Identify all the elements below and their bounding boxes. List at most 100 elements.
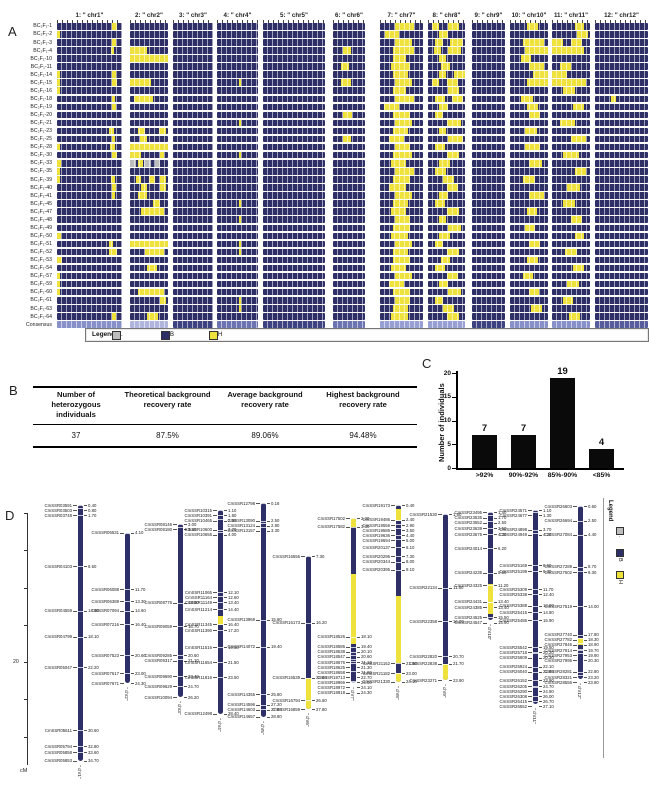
marker-stripes [263, 288, 325, 296]
chromosome-column-header: 3: " chr3" [179, 12, 207, 19]
chromosome-marker-tick [577, 648, 583, 650]
marker-stripes [510, 232, 548, 240]
panel-a-genotypes: 1: " chr1" 2: " chr2" 3: " chr3" 4: " chr4"… [0, 0, 649, 345]
marker-position-label: 23.90 [453, 677, 464, 683]
chromosome-marker-tick [442, 513, 448, 515]
genotype-block [57, 160, 122, 167]
marker-stripes [380, 168, 423, 175]
chromosome-het-segment [395, 508, 401, 522]
genotype-row-label: BC₂F₁-20 [30, 112, 52, 119]
marker-position-label: 8.00 [406, 559, 415, 565]
genotype-block [263, 297, 325, 304]
table-header-cell: Number of heterozygous individuals [51, 390, 101, 419]
marker-stripes [57, 135, 122, 143]
genotype-row-label: BC₂F₁-59 [30, 281, 52, 288]
marker-name-label: CmSSR05858 [44, 749, 72, 755]
marker-tick-strip [57, 19, 122, 23]
bar-value-label: 19 [557, 365, 568, 377]
marker-connector [528, 534, 532, 536]
genotype-block [173, 321, 213, 328]
marker-connector [573, 639, 577, 641]
marker-connector [583, 671, 587, 673]
genotype-block [217, 305, 258, 312]
marker-stripes [595, 240, 648, 248]
marker-name-label: CmSSR11149 [185, 599, 212, 605]
table-header-cell: Highest background recovery rate [326, 390, 400, 409]
chromosome-bar [350, 518, 356, 684]
marker-name-label: CmSSR06088 [91, 586, 119, 592]
marker-stripes [173, 192, 213, 199]
table-header-cell: Average background recovery rate [227, 390, 303, 409]
chromosome-marker-tick [350, 651, 356, 653]
marker-stripes [263, 63, 325, 70]
marker-stripes [380, 200, 423, 207]
marker-connector [356, 687, 360, 689]
genotype-row-label: BC₂F₁-11 [30, 63, 52, 70]
marker-stripes [263, 39, 325, 46]
marker-stripes [472, 176, 505, 183]
marker-position-label: 1.80 [228, 513, 237, 518]
marker-stripes [57, 208, 122, 215]
marker-connector [528, 565, 532, 567]
marker-position-label: 20.60 [361, 654, 372, 660]
marker-connector [538, 647, 542, 649]
chromosome-marker-tick [442, 621, 448, 623]
marker-stripes [552, 288, 590, 296]
genotype-block [552, 143, 590, 151]
genotype-block [130, 232, 168, 240]
chromosome-marker-tick [177, 676, 183, 678]
genotype-row-label: BC₂F₁-57 [30, 273, 52, 280]
marker-stripes [595, 264, 648, 272]
marker-position-label: 4.40 [406, 532, 415, 538]
genotype-block [472, 224, 505, 231]
marker-connector [213, 510, 217, 512]
marker-connector [391, 561, 395, 563]
marker-position-label: 12.60 [228, 594, 239, 600]
genotype-block [130, 297, 168, 304]
genotype-block [333, 71, 365, 78]
marker-name-label: CmSSR05794 [44, 743, 72, 749]
marker-name-label: CmSSR24235 [454, 570, 482, 576]
chromosome-marker-tick [217, 519, 223, 521]
marker-stripes [217, 240, 258, 248]
marker-connector [583, 534, 587, 536]
marker-stripes [217, 160, 258, 167]
genotype-block [217, 23, 258, 30]
marker-stripes [472, 297, 505, 304]
genotype-block [552, 23, 590, 30]
genotype-block [595, 224, 648, 231]
bar-value-label: 7 [481, 422, 488, 434]
marker-stripes [130, 288, 168, 296]
marker-stripes [510, 95, 548, 103]
genotype-block [472, 31, 505, 38]
chromosome-column-header: 4: " chr4" [223, 12, 252, 19]
genotype-block [595, 55, 648, 62]
marker-connector [301, 622, 305, 624]
marker-connector [448, 621, 452, 623]
genotype-block [57, 127, 122, 135]
genotype-block [380, 240, 423, 248]
marker-stripes [333, 256, 365, 264]
marker-connector [483, 548, 487, 550]
marker-connector [223, 515, 227, 517]
genotype-block [380, 95, 423, 103]
genotype-block [57, 151, 122, 159]
marker-name-label: CmSSR17582 [317, 524, 345, 530]
chromosome-marker-tick [124, 655, 130, 657]
marker-position-label: 11.50 [453, 585, 464, 591]
genotype-block [130, 79, 168, 86]
marker-connector [83, 504, 87, 506]
genotype-block [57, 87, 122, 94]
marker-position-label: 1.70 [88, 512, 97, 518]
marker-name-label: CmSSR24547 [454, 620, 482, 626]
chromosome-marker-tick [395, 504, 401, 506]
marker-position-label: 16.00 [453, 618, 464, 624]
marker-stripes [552, 168, 590, 175]
marker-stripes [595, 160, 648, 167]
genotype-block [130, 143, 168, 151]
chromosome-bar [77, 504, 83, 761]
marker-connector [120, 589, 124, 591]
marker-stripes [173, 297, 213, 304]
genotype-block [428, 313, 465, 320]
marker-name-label: CmSSR09690 [144, 673, 172, 679]
